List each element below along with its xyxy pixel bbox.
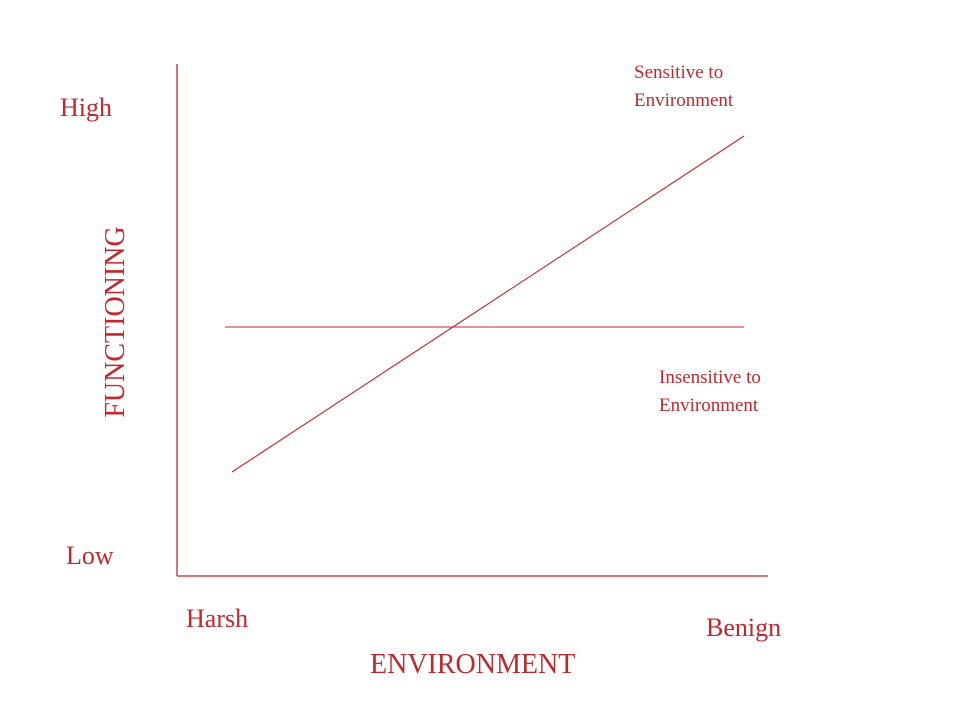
insensitive-label-line1: Insensitive to (659, 367, 761, 388)
sensitive-label-line1: Sensitive to (634, 62, 724, 83)
x-axis-harsh-label: Harsh (186, 604, 249, 633)
y-axis-high-label: High (60, 93, 112, 122)
sensitive-label-line2: Environment (634, 89, 734, 111)
insensitive-label-line2: Environment (659, 394, 759, 416)
x-axis-title: ENVIRONMENT (370, 649, 576, 680)
insensitive-line-label: Insensitive to Environment (659, 364, 761, 419)
sensitive-to-environment-line (231, 135, 745, 473)
sensitive-line-label: Sensitive to Environment (634, 59, 733, 114)
y-axis-low-label: Low (66, 541, 114, 570)
x-axis-benign-label: Benign (706, 613, 782, 642)
y-axis-title: FUNCTIONING (100, 226, 131, 418)
